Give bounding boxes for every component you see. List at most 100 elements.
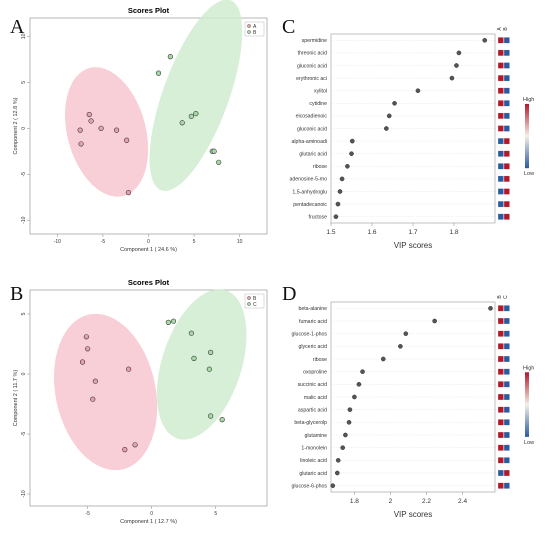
heat-column-label: A	[497, 27, 503, 31]
vip-point	[349, 151, 354, 156]
heat-cell	[503, 469, 510, 477]
data-point-b	[132, 442, 138, 448]
x-axis-label: Component 1 ( 24.6 %)	[120, 247, 177, 253]
heat-cell	[503, 305, 510, 312]
x-tick-label: 1.6	[367, 229, 376, 236]
heat-cell	[497, 431, 504, 439]
heat-cell	[497, 419, 504, 426]
feature-label: 1,5-anhydroglu	[292, 189, 327, 195]
panel-letter-a: A	[10, 16, 25, 38]
heat-cell	[497, 175, 504, 183]
plot-title: Scores Plot	[128, 6, 170, 15]
data-point-c	[170, 318, 177, 324]
x-tick-label: -5	[85, 511, 90, 517]
data-point-a	[125, 190, 132, 196]
legend-marker	[247, 30, 251, 34]
vip-point	[415, 88, 421, 93]
vip-point	[360, 369, 365, 374]
heat-cell	[503, 317, 510, 325]
vip-point	[456, 50, 462, 56]
data-point-c	[208, 349, 214, 356]
data-point-a	[78, 141, 84, 147]
heat-cell	[503, 213, 510, 220]
vip-point	[384, 126, 389, 131]
data-point-c	[208, 413, 214, 419]
vip-point	[454, 63, 459, 68]
heat-cell	[503, 62, 510, 69]
data-point-a	[88, 118, 94, 124]
feature-label: oxoproline	[303, 369, 327, 375]
vip-point	[345, 163, 350, 169]
vip-plot-d: 1.8 2 2.2 2.4 VIP scores beta-alanine fumaric …	[292, 295, 535, 519]
vip-point	[337, 189, 343, 194]
data-point-b	[216, 159, 222, 165]
heat-cell	[503, 457, 510, 464]
heat-cell	[503, 112, 510, 120]
heat-cell	[497, 137, 504, 145]
heat-cell	[503, 368, 510, 375]
feature-label: fructose	[309, 215, 328, 221]
data-point-c	[165, 319, 171, 326]
vip-point	[339, 176, 345, 182]
feature-label: glucose-1-phos	[292, 331, 328, 337]
vip-point	[333, 214, 339, 219]
y-tick-label: 5	[21, 312, 27, 315]
data-point-c	[191, 355, 197, 362]
heat-cell	[503, 482, 510, 489]
x-tick-label: 0	[147, 239, 150, 245]
x-axis-label: VIP scores	[394, 510, 433, 519]
data-point-b	[179, 120, 185, 126]
vip-point	[343, 432, 348, 438]
heat-cell	[497, 37, 504, 44]
x-tick-label: 1.8	[350, 498, 359, 505]
heat-cell	[497, 74, 504, 82]
heat-cell	[503, 49, 510, 57]
y-tick-label: -5	[21, 172, 27, 177]
plot-area	[330, 301, 496, 493]
feature-label: adenosine-5-mo	[290, 177, 328, 183]
vip-point	[488, 306, 493, 311]
heat-cell	[503, 200, 510, 208]
x-tick-label: 1.5	[326, 229, 335, 236]
heat-cell	[497, 406, 504, 413]
vip-point	[392, 101, 397, 106]
data-point-b	[85, 346, 91, 352]
heat-cell	[497, 469, 504, 477]
heat-cell	[503, 355, 510, 363]
scores-plot-b: Scores Plot -5 0 5 -10 -5 0 5 Component 1 ( 12.7…	[13, 278, 268, 525]
feature-label: malic acid	[304, 395, 327, 401]
heat-cell	[503, 175, 510, 183]
x-tick-label: 5	[214, 511, 217, 517]
feature-label: linoleic acid	[300, 458, 327, 464]
feature-label: threonic acid	[298, 51, 328, 57]
heat-cell	[503, 37, 510, 44]
vip-point	[340, 445, 346, 450]
feature-label: ribose	[313, 357, 327, 363]
heat-cell	[497, 330, 504, 337]
feature-label: glutaric acid	[299, 152, 327, 158]
heat-cell	[503, 137, 510, 145]
heat-cell	[503, 125, 510, 132]
plot-area	[330, 33, 496, 224]
colorbar-high-label: High	[523, 365, 534, 371]
legend-label: B	[253, 296, 257, 302]
x-tick-label: 10	[237, 239, 243, 245]
x-tick-label: -10	[54, 239, 61, 245]
y-tick-label: 0	[21, 127, 27, 130]
confidence-ellipse-c	[156, 289, 247, 440]
x-tick-label: 2.4	[458, 498, 467, 505]
heat-cell	[497, 150, 504, 157]
vip-point	[398, 344, 403, 349]
vip-point	[335, 470, 340, 476]
feature-label: glyceric acid	[298, 344, 327, 350]
x-tick-label: 5	[193, 239, 196, 245]
heat-cell	[497, 100, 504, 107]
vip-plot-c: 1.5 1.6 1.7 1.8 VIP scores spermidine threonic…	[290, 27, 535, 250]
heat-cell	[497, 112, 504, 120]
legend-marker	[247, 24, 251, 28]
heat-cell	[503, 163, 510, 170]
heat-cell	[503, 87, 510, 94]
heat-cell	[497, 368, 504, 375]
feature-label: gluconic acid	[297, 126, 327, 132]
heat-column-label: B	[503, 27, 509, 31]
